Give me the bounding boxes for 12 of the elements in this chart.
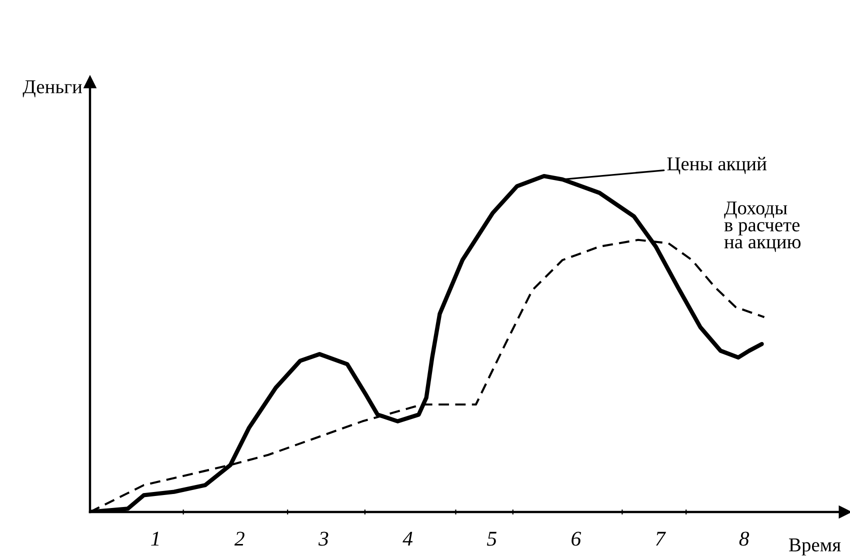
series-label: Доходы в расчете на акцию (724, 202, 801, 252)
x-tick-label: 1 (151, 532, 159, 546)
x-tick-label: 3 (318, 532, 328, 546)
text: Цены акций (667, 156, 767, 174)
x-tick-label: 6 (572, 532, 582, 546)
x-axis-title: Время (789, 538, 841, 556)
y-axis-title: Деньги (22, 80, 82, 98)
x-tick-label: 2 (234, 532, 244, 546)
x-tick-label: 8 (739, 532, 750, 546)
x-tick-label: 7 (656, 532, 666, 546)
x-tick-label: 4 (402, 532, 413, 546)
x-tick-label: 5 (487, 532, 496, 546)
